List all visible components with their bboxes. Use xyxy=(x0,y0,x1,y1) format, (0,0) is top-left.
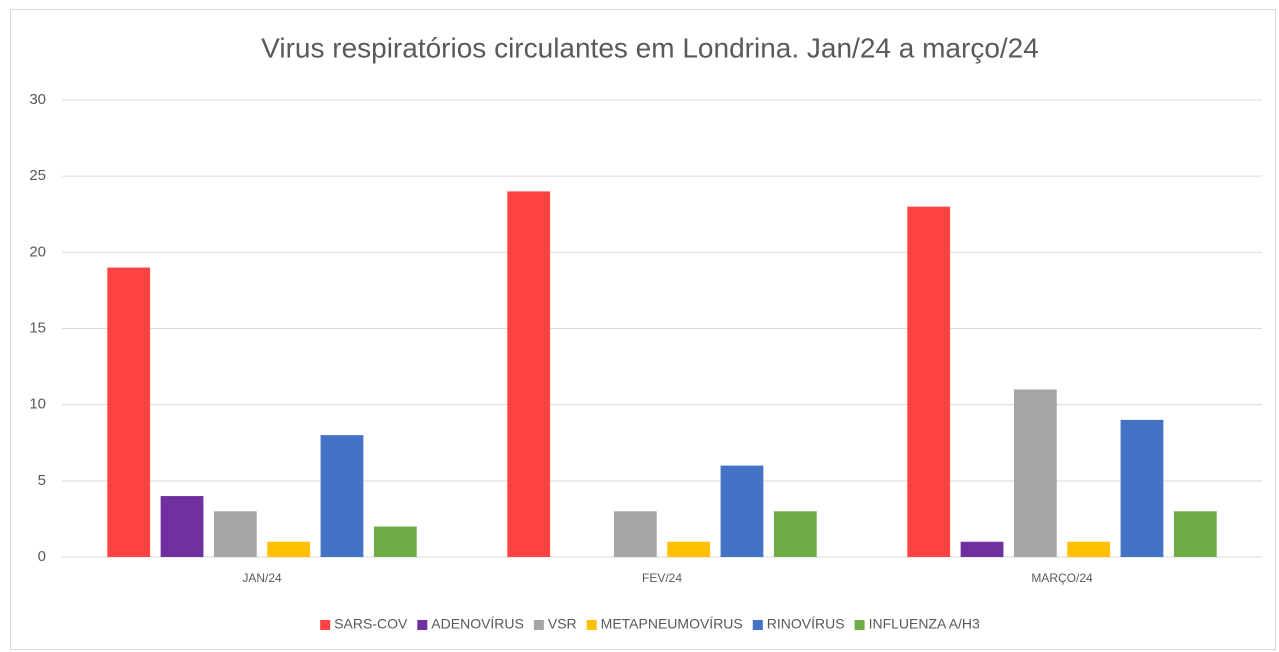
chart-title: Virus respiratórios circulantes em Londr… xyxy=(261,32,1039,63)
bar xyxy=(1120,419,1164,557)
legend-label: ADENOVÍRUS xyxy=(431,616,524,632)
legend-swatch xyxy=(854,620,865,630)
legend-swatch xyxy=(586,620,597,630)
legend-label: RINOVÍRUS xyxy=(767,616,845,632)
y-tick-label: 15 xyxy=(29,319,46,336)
legend-swatch xyxy=(533,620,544,630)
legend-label: METAPNEUMOVÍRUS xyxy=(601,616,743,632)
bar xyxy=(213,511,257,557)
bar xyxy=(373,526,417,557)
bar xyxy=(1067,541,1111,557)
bar xyxy=(773,511,817,557)
legend-swatch xyxy=(320,620,331,630)
y-tick-label: 25 xyxy=(29,167,46,184)
bar xyxy=(160,496,204,557)
bar xyxy=(1013,389,1057,557)
bar xyxy=(320,435,364,557)
legend-swatch xyxy=(752,620,763,630)
x-tick-label: MARÇO/24 xyxy=(1031,571,1093,585)
bar xyxy=(267,541,311,557)
legend: SARS-COV ADENOVÍRUS VSR METAPNEUMOVÍRUS RINO… xyxy=(320,616,980,632)
legend-swatch xyxy=(417,620,428,630)
bar xyxy=(720,465,764,557)
bar xyxy=(613,511,657,557)
y-tick-label: 5 xyxy=(38,472,46,489)
x-tick-label: JAN/24 xyxy=(242,571,282,585)
y-tick-label: 10 xyxy=(29,396,46,413)
y-tick-label: 20 xyxy=(29,243,46,260)
bar xyxy=(107,267,151,557)
legend-label: SARS-COV xyxy=(334,616,408,632)
y-tick-label: 30 xyxy=(29,91,46,108)
bar xyxy=(960,541,1004,557)
x-tick-label: FEV/24 xyxy=(642,571,682,585)
bar xyxy=(907,206,951,557)
legend-label: VSR xyxy=(548,616,577,632)
legend-label: INFLUENZA A/H3 xyxy=(869,616,980,632)
bar xyxy=(667,541,711,557)
y-tick-label: 0 xyxy=(38,548,46,565)
bar xyxy=(1173,511,1217,557)
bar xyxy=(507,191,551,557)
